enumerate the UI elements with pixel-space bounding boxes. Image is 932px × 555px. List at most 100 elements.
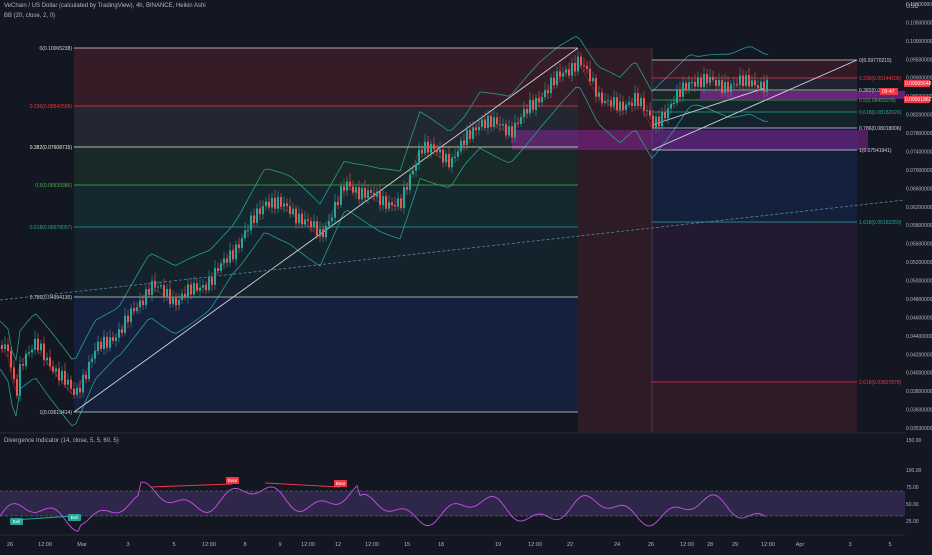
bear-divergence-line bbox=[264, 482, 341, 488]
candle bbox=[205, 284, 207, 291]
candle bbox=[652, 115, 654, 128]
candle bbox=[637, 93, 639, 106]
candle bbox=[703, 74, 705, 88]
candle bbox=[514, 122, 516, 138]
candle bbox=[169, 288, 171, 305]
candle bbox=[685, 82, 687, 91]
candle bbox=[103, 336, 105, 350]
candle bbox=[202, 284, 204, 288]
time-span-zone bbox=[578, 48, 652, 432]
candle bbox=[466, 130, 468, 146]
candle bbox=[628, 102, 630, 105]
divergence-signal bbox=[226, 477, 239, 484]
candle bbox=[352, 186, 354, 193]
candle bbox=[673, 102, 675, 104]
candle bbox=[745, 74, 747, 87]
candle bbox=[499, 124, 501, 126]
candle bbox=[142, 300, 144, 306]
candle bbox=[289, 206, 291, 214]
candle bbox=[166, 288, 168, 297]
candle bbox=[631, 102, 633, 106]
candle bbox=[697, 77, 699, 87]
candle bbox=[124, 315, 126, 333]
bb-indicator-label[interactable]: BB (20, close, 2, 0) bbox=[4, 13, 56, 19]
candle bbox=[397, 198, 399, 207]
oscillator-title[interactable]: Divergence Indicator (14, close, 5, 5, 6… bbox=[4, 438, 119, 444]
candle bbox=[271, 197, 273, 208]
candle bbox=[691, 82, 693, 84]
candle bbox=[1, 345, 3, 349]
candle bbox=[244, 230, 246, 239]
chart-title: VeChain / US Dollar (calculated by Tradi… bbox=[4, 3, 206, 9]
candle bbox=[253, 215, 255, 223]
price-badge-text: 0.09005648 bbox=[905, 81, 932, 87]
candle bbox=[73, 388, 75, 395]
candle bbox=[436, 149, 438, 153]
candle bbox=[193, 283, 195, 295]
time-tick: 12:00 bbox=[761, 542, 775, 548]
candle bbox=[553, 77, 555, 86]
candle bbox=[232, 250, 234, 260]
candle bbox=[34, 338, 36, 350]
osc-tick: 150.00 bbox=[906, 438, 922, 444]
candle bbox=[502, 124, 504, 126]
candle bbox=[508, 126, 510, 136]
price-badge-text: 0.09001862 bbox=[905, 97, 932, 103]
candle bbox=[283, 203, 285, 207]
candle bbox=[457, 151, 459, 157]
candle bbox=[268, 201, 270, 208]
candle bbox=[760, 81, 762, 89]
candle bbox=[154, 280, 156, 288]
candle bbox=[391, 202, 393, 206]
trend-line-right bbox=[651, 59, 858, 151]
divergence-signal bbox=[68, 514, 81, 521]
candle bbox=[307, 219, 309, 222]
price-tick: 0.08200000 bbox=[906, 113, 932, 119]
candle bbox=[529, 100, 531, 114]
candle bbox=[490, 115, 492, 127]
candle bbox=[196, 283, 198, 291]
candle bbox=[610, 100, 612, 107]
candle bbox=[259, 208, 261, 215]
candle bbox=[415, 164, 417, 171]
price-tick: 0.07800000 bbox=[906, 131, 932, 137]
candle bbox=[520, 117, 522, 124]
candle bbox=[688, 82, 690, 91]
candle bbox=[727, 81, 729, 93]
candle bbox=[439, 149, 441, 153]
candle bbox=[172, 296, 174, 305]
candle bbox=[607, 100, 609, 102]
candle bbox=[484, 119, 486, 129]
time-tick: 12:00 bbox=[38, 542, 52, 548]
candle bbox=[331, 217, 333, 222]
price-tick: 0.09000000 bbox=[906, 76, 932, 82]
time-tick: 29 bbox=[732, 542, 738, 548]
divergence-signal-label: Bull bbox=[71, 515, 79, 520]
support-line-right bbox=[651, 87, 766, 126]
candle bbox=[412, 170, 414, 175]
candle bbox=[571, 62, 573, 76]
fib-zone-right bbox=[652, 150, 857, 222]
candle bbox=[598, 92, 600, 97]
time-tick: 3 bbox=[126, 542, 129, 548]
candle bbox=[394, 205, 396, 207]
fib-zone-right bbox=[652, 222, 857, 382]
candle bbox=[262, 206, 264, 215]
candle bbox=[313, 221, 315, 228]
price-badge-text: 09:47 bbox=[882, 89, 895, 95]
time-tick: Apr bbox=[796, 542, 805, 548]
candle bbox=[730, 84, 732, 93]
candle bbox=[472, 127, 474, 139]
fib-label-left: 0.5(0.06839386) bbox=[35, 183, 72, 189]
candle bbox=[367, 190, 369, 198]
fib-zone-left bbox=[74, 297, 578, 412]
price-tick: 0.05200000 bbox=[906, 260, 932, 266]
candle bbox=[442, 149, 444, 163]
candle bbox=[340, 186, 342, 206]
candle bbox=[682, 82, 684, 97]
candle bbox=[454, 156, 456, 158]
candle bbox=[517, 122, 519, 124]
candle bbox=[742, 75, 744, 87]
